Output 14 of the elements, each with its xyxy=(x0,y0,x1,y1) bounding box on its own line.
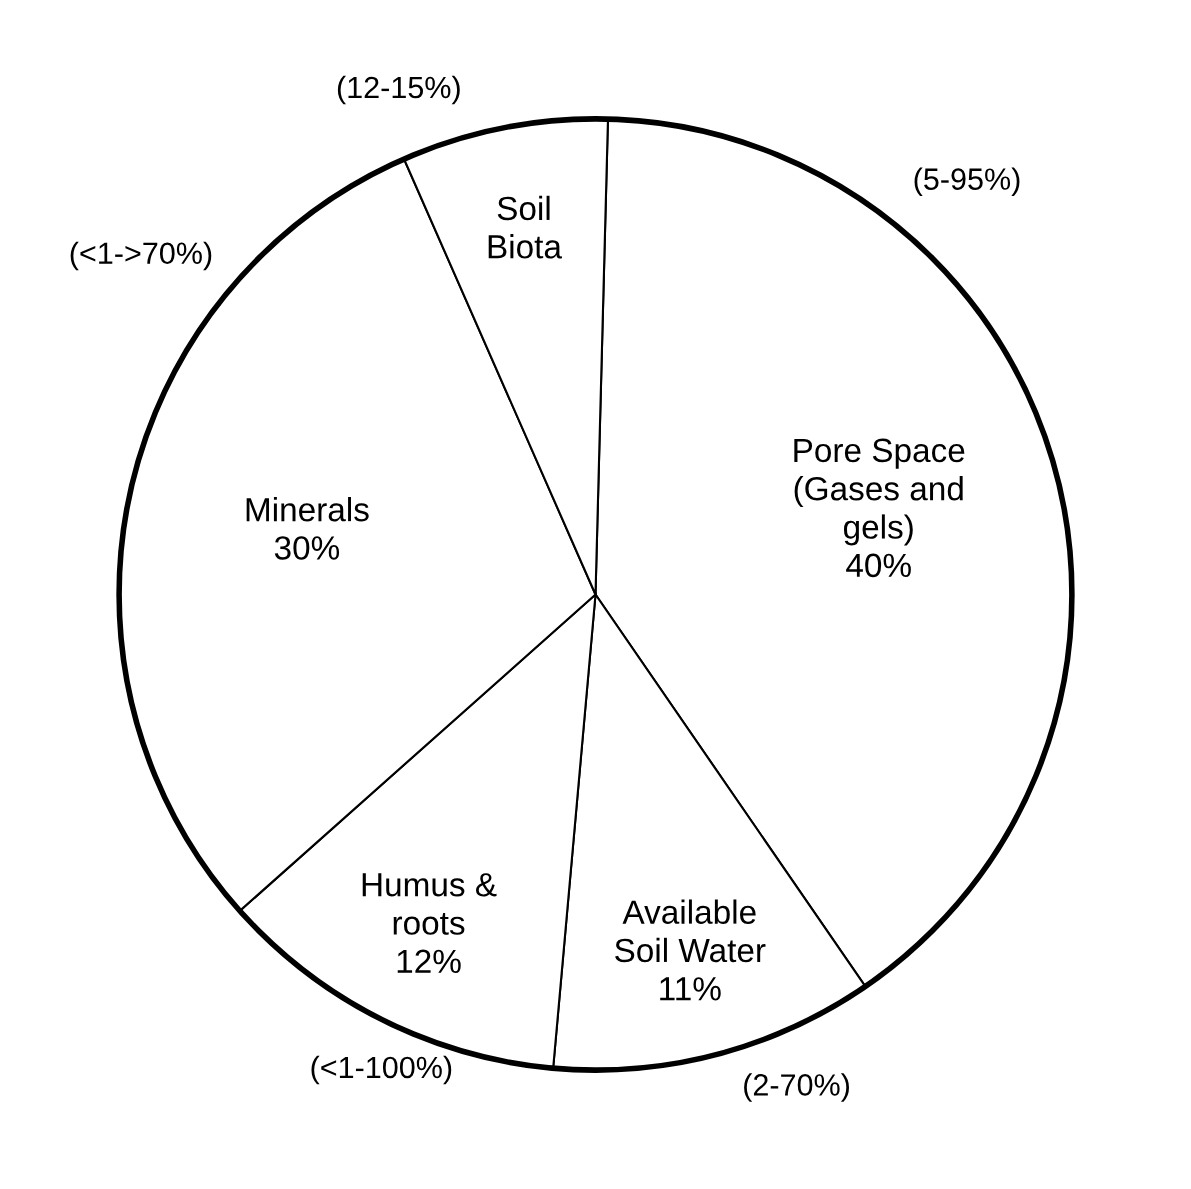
text: (<1->70%) xyxy=(70,241,212,271)
data-label: 11% xyxy=(660,977,721,1001)
text: (2-70%) xyxy=(744,1073,849,1102)
slice-label: Humus & roots xyxy=(362,873,497,935)
data-label: 40% xyxy=(846,553,911,578)
data-label: 30% xyxy=(274,536,340,560)
slice-label: Pore Space (Gases and gels) xyxy=(794,438,965,546)
text: (5-95%) xyxy=(914,167,1020,196)
data-label: 12% xyxy=(397,949,461,974)
slice-label: Available Soil Water xyxy=(615,899,766,963)
slice-label: Minerals xyxy=(246,496,369,522)
text: (12-15%) xyxy=(337,75,460,105)
slice-label: Soil Biota xyxy=(488,195,562,259)
text: (<1-100%) xyxy=(311,1055,452,1085)
